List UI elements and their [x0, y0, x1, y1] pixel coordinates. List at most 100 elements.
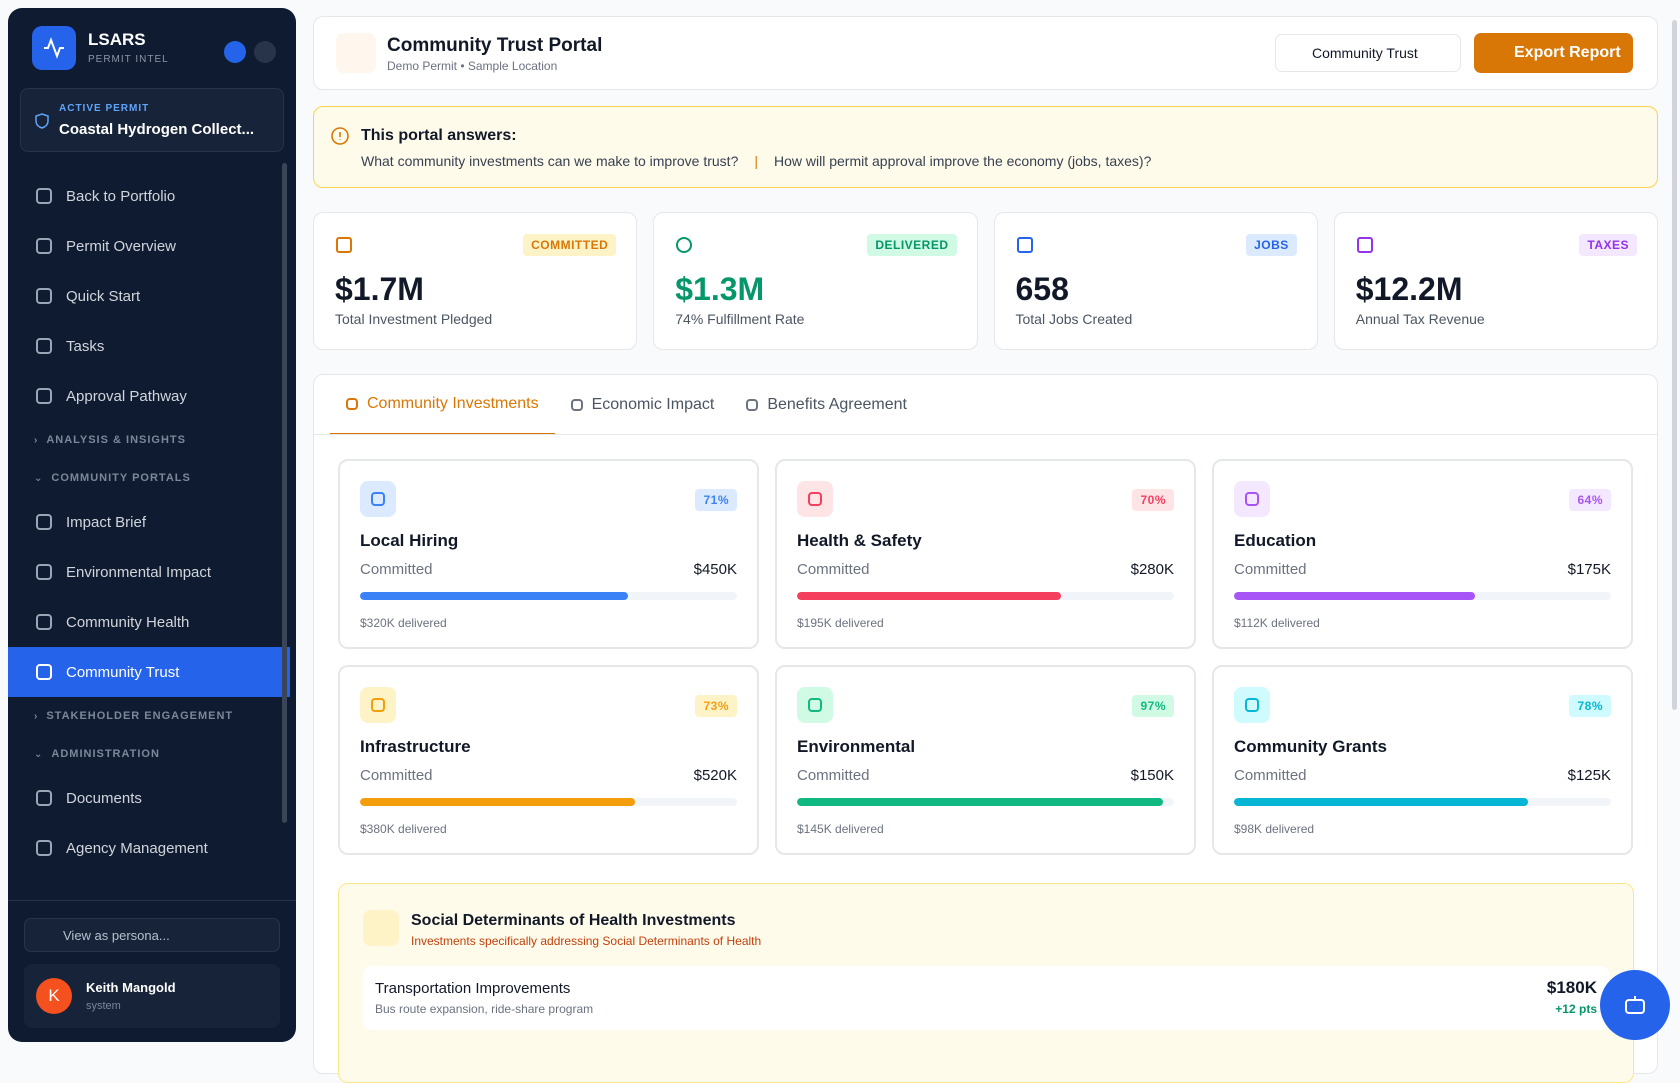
persona-button[interactable]: View as persona... [24, 918, 280, 952]
delivered: $145K delivered [797, 822, 884, 836]
investment-card: 97% Environmental Committed $150K $145K deli… [775, 665, 1196, 855]
logo [32, 26, 76, 70]
assistant-button[interactable] [1600, 970, 1670, 1040]
header-subtitle: Demo Permit • Sample Location [387, 59, 558, 73]
chevron: ⌄ [34, 472, 44, 484]
tab-label: Community Investments [367, 395, 539, 412]
stat-badge: DELIVERED [867, 234, 957, 256]
item-amount: $180K [1546, 978, 1597, 997]
chat-button[interactable] [224, 41, 246, 63]
sdoh-items: Transportation Improvements Bus route exp… [363, 966, 1609, 1030]
investment-icon [360, 687, 396, 723]
stat-label: Total Investment Pledged [335, 311, 493, 327]
item-name: Transportation Improvements [375, 980, 571, 997]
committed-row: Committed $125K [1234, 767, 1611, 784]
section-label: ADMINISTRATION [51, 748, 160, 760]
page: LSARS PERMIT INTEL ACTIVE PERMIT Coastal… [8, 8, 1677, 1083]
progress-track [1234, 592, 1611, 600]
collapse-button[interactable] [254, 41, 276, 63]
nav-link[interactable]: Back to Portfolio [8, 171, 290, 221]
nav-label: Permit Overview [66, 237, 177, 255]
delivered: $112K delivered [1234, 616, 1320, 630]
nav-section: ⌄ COMMUNITY PORTALS [8, 459, 290, 497]
progress-label: 73% [695, 695, 737, 717]
icon [808, 698, 822, 712]
investment-card: 70% Health & Safety Committed $280K $195K de… [775, 459, 1196, 649]
stat-badge: JOBS [1246, 234, 1297, 256]
stat-icon [1016, 237, 1033, 253]
committed-amount: $175K [1567, 561, 1611, 578]
notice-title: This portal answers: [361, 127, 517, 144]
committed-amount: $125K [1567, 767, 1611, 784]
export-button[interactable]: Export Report [1474, 33, 1633, 73]
nav-link[interactable]: Tasks [8, 321, 290, 371]
notice-questions: What community investments can we make t… [361, 153, 1151, 169]
nav-label: Approval Pathway [66, 387, 187, 405]
committed-row: Committed $520K [360, 767, 737, 784]
progress-track [360, 798, 737, 806]
progress-label: 64% [1569, 489, 1611, 511]
progress-bar [797, 798, 1163, 806]
icon [36, 564, 52, 580]
investment-card: 78% Community Grants Committed $125K $98K de… [1212, 665, 1633, 855]
tab[interactable]: Benefits Agreement [730, 375, 923, 435]
nav-label: Community Health [66, 613, 190, 631]
icon [346, 398, 358, 410]
nav-link[interactable]: Impact Brief [8, 497, 290, 547]
delivered: $98K delivered [1234, 822, 1315, 836]
icon [36, 840, 52, 856]
chevron: › [34, 710, 39, 722]
committed-row: Committed $280K [797, 561, 1174, 578]
nav-link[interactable]: Approval Pathway [8, 371, 290, 421]
nav-label: Community Trust [66, 663, 180, 681]
stat-card: JOBS 658 Total Jobs Created [993, 212, 1318, 350]
nav-link[interactable]: Documents [8, 773, 290, 823]
sdoh-item: Transportation Improvements Bus route exp… [363, 966, 1609, 1030]
icon [36, 614, 52, 630]
tab[interactable]: Community Investments [330, 375, 555, 435]
stats: COMMITTED $1.7M Total Investment Pledged DE… [313, 212, 1658, 350]
delivered: $195K delivered [797, 616, 884, 630]
nav-link[interactable]: Community Health [8, 597, 290, 647]
progress-label: 70% [1132, 489, 1174, 511]
stat-badge: COMMITTED [523, 234, 617, 256]
icon [36, 338, 52, 354]
committed-label: Committed [797, 561, 870, 578]
progress-bar [797, 592, 1061, 600]
icon [36, 514, 52, 530]
icon [36, 388, 52, 404]
nav-label: Quick Start [66, 287, 141, 305]
nav-link[interactable]: Agency Management [8, 823, 290, 873]
progress-track [797, 798, 1174, 806]
permit-selector[interactable]: ACTIVE PERMIT Coastal Hydrogen Collect..… [20, 88, 284, 152]
section-label: COMMUNITY PORTALS [51, 472, 191, 484]
delivered: $380K delivered [360, 822, 447, 836]
committed-label: Committed [360, 767, 433, 784]
nav-link[interactable]: Quick Start [8, 271, 290, 321]
icon [36, 188, 52, 204]
nav-link[interactable]: Permit Overview [8, 221, 290, 271]
stat-value: $1.3M [675, 271, 765, 307]
stat-icon [1356, 237, 1373, 253]
icon [36, 288, 52, 304]
nav-link[interactable]: Community Trust [8, 647, 290, 697]
investment-icon [797, 481, 833, 517]
stat-value: $1.7M [335, 271, 424, 307]
progress-label: 97% [1132, 695, 1174, 717]
investment-icon [1234, 481, 1270, 517]
nav-link[interactable]: Environmental Impact [8, 547, 290, 597]
portal-selector[interactable]: Community Trust [1275, 34, 1461, 72]
tab[interactable]: Economic Impact [555, 375, 731, 435]
icon [746, 399, 759, 411]
progress-bar [360, 592, 628, 600]
sdoh-subtitle: Investments specifically addressing Soci… [411, 934, 762, 948]
scrollbar [282, 163, 287, 823]
investment-name: Health & Safety [797, 531, 922, 550]
investment-name: Local Hiring [360, 531, 459, 550]
icon [1245, 492, 1259, 506]
permit-name: Coastal Hydrogen Collect... [59, 121, 255, 138]
nav-section: ⌄ ADMINISTRATION [8, 735, 290, 773]
stat-label: 74% Fulfillment Rate [675, 311, 805, 327]
user-role: system [86, 1000, 121, 1012]
stat-badge: TAXES [1579, 234, 1637, 256]
